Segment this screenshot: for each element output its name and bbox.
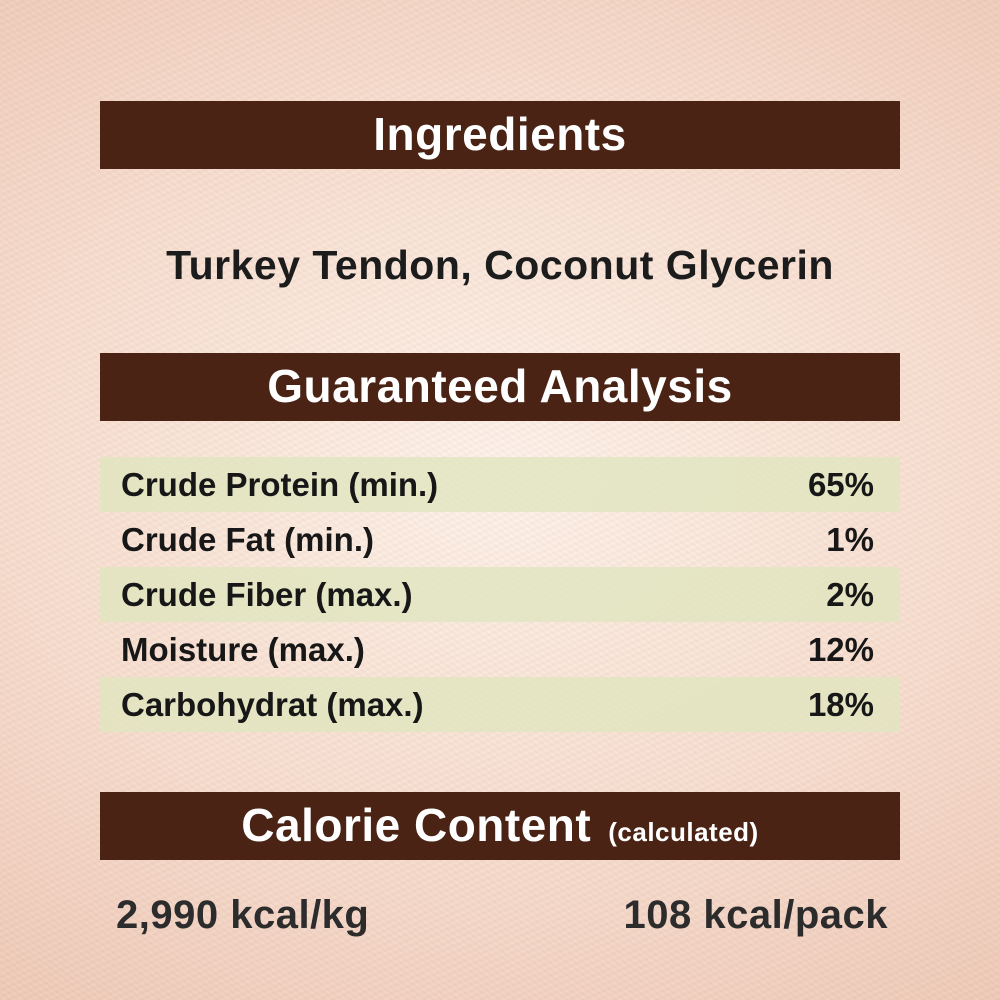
calories-per-kg: 2,990 kcal/kg <box>116 893 370 937</box>
ingredients-title: Ingredients <box>373 108 627 160</box>
nutrient-label: Moisture (max.) <box>121 630 365 668</box>
calorie-content-subtitle: (calculated) <box>608 817 759 847</box>
analysis-row-carbohydrate: Carbohydrat (max.) 18% <box>100 677 900 732</box>
calories-per-pack: 108 kcal/pack <box>623 893 888 937</box>
nutrient-label: Crude Fat (min.) <box>121 520 374 558</box>
guaranteed-analysis-banner: Guaranteed Analysis <box>100 353 900 421</box>
calorie-values: 2,990 kcal/kg 108 kcal/pack <box>100 893 900 938</box>
nutrient-value: 1% <box>826 520 874 558</box>
ingredients-banner: Ingredients <box>100 101 900 169</box>
nutrient-value: 2% <box>826 575 874 613</box>
guaranteed-analysis-title: Guaranteed Analysis <box>267 360 733 412</box>
analysis-row-crude-fiber: Crude Fiber (max.) 2% <box>100 567 900 622</box>
analysis-row-crude-protein: Crude Protein (min.) 65% <box>100 457 900 512</box>
calorie-content-title: Calorie Content <box>241 799 592 851</box>
nutrient-label: Carbohydrat (max.) <box>121 685 424 723</box>
nutrient-value: 18% <box>807 685 874 723</box>
ingredients-list: Turkey Tendon, Coconut Glycerin <box>166 242 834 288</box>
analysis-row-moisture: Moisture (max.) 12% <box>100 622 900 677</box>
nutrient-value: 65% <box>807 465 874 503</box>
guaranteed-analysis-table: Crude Protein (min.) 65% Crude Fat (min.… <box>100 457 900 732</box>
nutrient-value: 12% <box>807 630 874 668</box>
nutrient-label: Crude Fiber (max.) <box>121 575 413 613</box>
analysis-row-crude-fat: Crude Fat (min.) 1% <box>100 512 900 567</box>
nutrient-label: Crude Protein (min.) <box>121 465 439 503</box>
calorie-content-banner: Calorie Content (calculated) <box>100 792 900 860</box>
